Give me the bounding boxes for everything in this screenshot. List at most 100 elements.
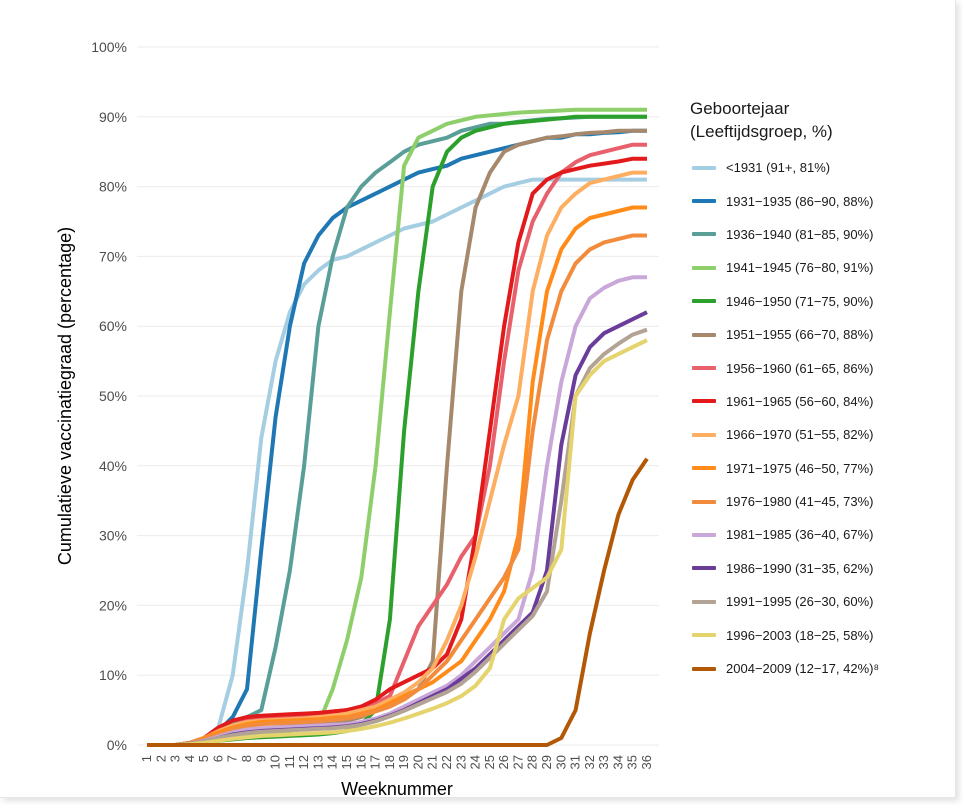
x-tick-label: 32 bbox=[582, 755, 597, 769]
x-tick-label: 3 bbox=[168, 755, 183, 762]
x-tick-label: 9 bbox=[253, 755, 268, 762]
x-tick-label: 28 bbox=[525, 755, 540, 769]
legend-label: 1981−1985 (36−40, 67%) bbox=[726, 527, 874, 543]
series-line-14 bbox=[147, 338, 648, 747]
legend-item: 1961−1965 (56−60, 84%) bbox=[690, 385, 960, 418]
legend-swatch bbox=[692, 399, 716, 404]
x-tick-label: 10 bbox=[268, 755, 283, 769]
y-tick-label: 40% bbox=[99, 458, 127, 474]
x-tick-label: 26 bbox=[496, 755, 511, 769]
x-axis-title: Weeknummer bbox=[341, 779, 453, 799]
legend-label: 1986−1990 (31−35, 62%) bbox=[726, 560, 874, 576]
legend-swatch bbox=[692, 566, 716, 571]
legend-swatch bbox=[692, 366, 716, 371]
x-tick-label: 11 bbox=[282, 755, 297, 769]
x-tick-label: 2 bbox=[153, 755, 168, 762]
x-tick-label: 5 bbox=[196, 755, 211, 762]
legend-item: 1976−1980 (41−45, 73%) bbox=[690, 485, 960, 518]
legend-swatch bbox=[692, 332, 716, 337]
x-tick-label: 16 bbox=[353, 755, 368, 769]
legend-label: 1931−1935 (86−90, 88%) bbox=[726, 193, 874, 209]
legend-item: 1931−1935 (86−90, 88%) bbox=[690, 184, 960, 217]
legend-title: Geboortejaar (Leeftijdsgroep, %) bbox=[690, 97, 960, 143]
legend-swatch bbox=[692, 633, 716, 638]
legend-swatch bbox=[692, 232, 716, 237]
x-tick-label: 34 bbox=[610, 755, 625, 769]
legend-swatch bbox=[692, 499, 716, 504]
y-tick-label: 30% bbox=[99, 528, 127, 544]
series-line-15 bbox=[147, 457, 649, 747]
legend-item: 1991−1995 (26−30, 60%) bbox=[690, 585, 960, 618]
y-tick-label: 20% bbox=[99, 597, 127, 613]
x-tick-label: 18 bbox=[382, 755, 397, 769]
x-tick-label: 13 bbox=[310, 755, 325, 769]
x-tick-label: 7 bbox=[225, 755, 240, 762]
series-lines bbox=[147, 107, 649, 747]
x-tick-label: 17 bbox=[368, 755, 383, 769]
series-line-13 bbox=[147, 327, 648, 747]
x-tick-label: 23 bbox=[453, 755, 468, 769]
legend-item: 1941−1945 (76−80, 91%) bbox=[690, 251, 960, 284]
legend-label: 1946−1950 (71−75, 90%) bbox=[726, 293, 874, 309]
legend: Geboortejaar (Leeftijdsgroep, %) <1931 (… bbox=[690, 97, 960, 685]
legend-item: <1931 (91+, 81%) bbox=[690, 151, 960, 184]
legend-label: 1996−2003 (18−25, 58%) bbox=[726, 627, 874, 643]
x-tick-label: 12 bbox=[296, 755, 311, 769]
legend-item: 1966−1970 (51−55, 82%) bbox=[690, 418, 960, 451]
legend-item: 1956−1960 (61−65, 86%) bbox=[690, 351, 960, 384]
x-tick-label: 24 bbox=[468, 755, 483, 769]
legend-swatch bbox=[692, 299, 716, 304]
y-axis-ticks: 0% 10% 20% 30% 40% 50% 60% 70% 80% 90% 100% bbox=[91, 39, 127, 753]
legend-label: 1951−1955 (66−70, 88%) bbox=[726, 327, 874, 343]
y-tick-label: 80% bbox=[99, 179, 127, 195]
gridlines bbox=[137, 46, 659, 746]
legend-label: 1956−1960 (61−65, 86%) bbox=[726, 360, 874, 376]
x-tick-label: 36 bbox=[639, 755, 654, 769]
x-tick-label: 35 bbox=[625, 755, 640, 769]
legend-label: 1966−1970 (51−55, 82%) bbox=[726, 427, 874, 443]
legend-swatch bbox=[692, 265, 716, 270]
y-tick-label: 60% bbox=[99, 318, 127, 334]
x-tick-label: 1 bbox=[139, 755, 154, 762]
series-line-9 bbox=[147, 205, 647, 747]
legend-item: 1996−2003 (18−25, 58%) bbox=[690, 618, 960, 651]
legend-label: 2004−2009 (12−17, 42%)⁸ bbox=[726, 661, 879, 677]
legend-item: 1971−1975 (46−50, 77%) bbox=[690, 452, 960, 485]
legend-title-line-2: (Leeftijdsgroep, %) bbox=[690, 122, 833, 141]
series-line-7 bbox=[147, 156, 647, 747]
x-axis-ticks: 1 2 3 4 5 6 7 8 9 10 11 12 13 14 15 16 17 18 19 20 21 22 23 24 2… bbox=[139, 755, 654, 769]
legend-label: 1941−1945 (76−80, 91%) bbox=[726, 260, 874, 276]
x-tick-label: 29 bbox=[539, 755, 554, 769]
legend-label: 1961−1965 (56−60, 84%) bbox=[726, 393, 874, 409]
y-tick-label: 100% bbox=[91, 39, 127, 55]
legend-label: 1991−1995 (26−30, 60%) bbox=[726, 594, 874, 610]
x-tick-label: 25 bbox=[482, 755, 497, 769]
legend-label: 1936−1940 (81−85, 90%) bbox=[726, 226, 874, 242]
x-tick-label: 30 bbox=[553, 755, 568, 769]
legend-swatch bbox=[692, 432, 716, 437]
legend-item: 1981−1985 (36−40, 67%) bbox=[690, 518, 960, 551]
legend-item: 1946−1950 (71−75, 90%) bbox=[690, 285, 960, 318]
legend-swatch bbox=[692, 199, 716, 204]
legend-item: 1936−1940 (81−85, 90%) bbox=[690, 218, 960, 251]
legend-label: 1976−1980 (41−45, 73%) bbox=[726, 494, 874, 510]
legend-label: 1971−1975 (46−50, 77%) bbox=[726, 460, 874, 476]
legend-item: 1951−1955 (66−70, 88%) bbox=[690, 318, 960, 351]
x-tick-label: 27 bbox=[510, 755, 525, 769]
y-tick-label: 50% bbox=[99, 388, 127, 404]
series-line-10 bbox=[147, 233, 647, 747]
legend-title-line-1: Geboortejaar bbox=[690, 99, 790, 118]
x-tick-label: 22 bbox=[439, 755, 454, 769]
series-line-0 bbox=[147, 177, 647, 747]
legend-swatch bbox=[692, 599, 716, 604]
x-tick-label: 19 bbox=[396, 755, 411, 769]
legend-swatch bbox=[692, 165, 716, 170]
legend-label: <1931 (91+, 81%) bbox=[726, 160, 831, 176]
x-tick-label: 15 bbox=[339, 755, 354, 769]
x-tick-label: 31 bbox=[568, 755, 583, 769]
legend-swatch bbox=[692, 666, 716, 671]
x-tick-label: 6 bbox=[210, 755, 225, 762]
y-tick-label: 10% bbox=[99, 667, 127, 683]
